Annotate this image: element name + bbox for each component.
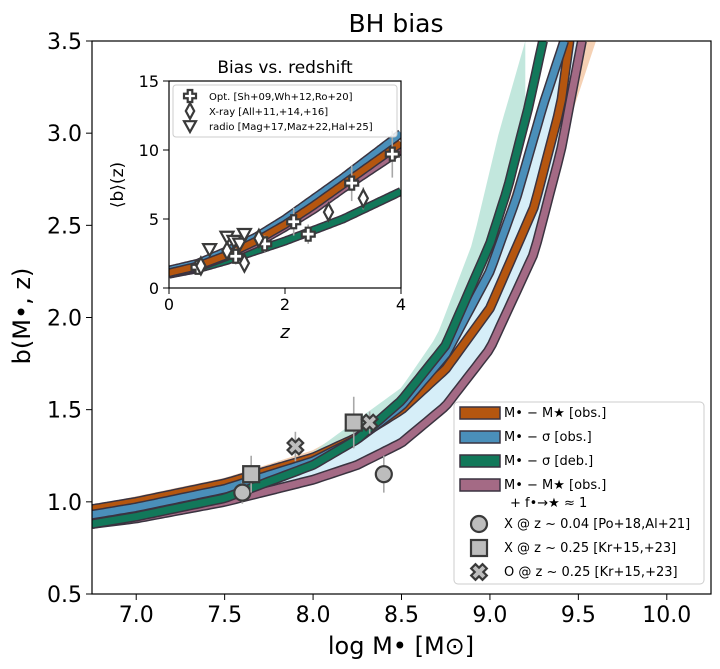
point-inset-1-1	[221, 239, 233, 262]
inset-legend-label-0: Opt. [Sh+09,Wh+12,Ro+20]	[209, 92, 353, 103]
xtick-label-main-2: 8.0	[296, 603, 331, 628]
xtick-label-main-4: 9.0	[472, 603, 507, 628]
legend-label-5: X @ z ~ 0.25 [Kr+15,+23]	[504, 541, 676, 556]
series-main-2	[92, 41, 548, 529]
ytick-label-main-6: 3.5	[47, 30, 82, 55]
ytick-label-main-2: 1.5	[47, 399, 82, 424]
point-main-1-0	[242, 465, 261, 484]
legend-swatch-3	[459, 478, 501, 492]
point-inset-0-4	[300, 226, 316, 242]
inset-title: Bias vs. redshift	[217, 58, 353, 78]
ytick-label-inset-2: 10	[139, 141, 159, 160]
inset-ylabel: ⟨b⟩(z)	[108, 162, 128, 208]
xtick-label-main-3: 8.5	[384, 603, 419, 628]
point-main-2-1	[360, 413, 380, 432]
main-data	[92, 41, 596, 529]
inset-legend-label-2: radio [Mag+17,Maz+22,Hal+25]	[209, 122, 373, 133]
point-main-0-0	[233, 483, 252, 502]
series-inset-1	[169, 139, 401, 278]
legend-swatch-0	[459, 406, 501, 420]
ytick-label-main-3: 2.0	[47, 306, 82, 331]
xtick-label-main-6: 10.0	[642, 603, 691, 628]
point-main-2-0	[286, 437, 305, 456]
inset-legend: Opt. [Sh+09,Wh+12,Ro+20] X-ray [All+11,+1…	[172, 84, 398, 138]
main-legend: M• − M★ [obs.] M• − σ [obs.] M• − σ [deb.]…	[453, 401, 705, 585]
inset-legend-marker-1	[184, 100, 196, 122]
inset-legend-label-1: X-ray [All+11,+14,+16]	[209, 107, 328, 118]
ytick-label-main-0: 0.5	[47, 583, 82, 608]
ytick-label-main-5: 3.0	[47, 122, 82, 147]
legend-frame	[453, 401, 705, 585]
ytick-label-inset-0: 0	[149, 279, 159, 298]
xtick-label-inset-1: 2	[280, 295, 290, 314]
xtick-label-main-1: 7.5	[207, 603, 242, 628]
xtick-label-inset-0: 0	[164, 295, 174, 314]
point-inset-0-3	[286, 214, 302, 230]
legend-swatch-2	[459, 454, 501, 468]
point-inset-2-4	[236, 227, 253, 243]
point-inset-1-2	[238, 252, 251, 274]
series-line-1	[169, 140, 401, 276]
point-inset-1-4	[322, 201, 335, 223]
ytick-label-main-1: 1.0	[47, 491, 82, 516]
point-main-1-1	[344, 413, 363, 432]
xtick-label-inset-2: 4	[396, 295, 406, 314]
main-ylabel: b(M•, z)	[8, 268, 36, 365]
point-inset-2-0	[201, 243, 218, 259]
legend-label-2: M• − σ [deb.]	[504, 454, 593, 469]
inset-legend-frame	[172, 84, 398, 138]
point-inset-0-5	[344, 175, 360, 191]
legend-marker-5	[469, 538, 489, 558]
point-main-0-1	[374, 465, 393, 484]
point-inset-1-5	[357, 187, 370, 210]
main-xlabel: log M• [M⊙]	[328, 632, 474, 660]
ytick-label-inset-3: 15	[139, 72, 159, 91]
legend-marker-6	[469, 562, 489, 582]
xtick-label-main-0: 7.0	[119, 603, 154, 628]
point-inset-2-3	[231, 237, 249, 253]
legend-label-1: M• − σ [obs.]	[504, 430, 592, 445]
point-inset-1-3	[253, 227, 265, 250]
inset-data	[169, 129, 401, 279]
legend-label-6: O @ z ~ 0.25 [Kr+15,+23]	[504, 565, 678, 580]
inset-legend-marker-0	[182, 88, 198, 104]
main-title: BH bias	[348, 9, 443, 38]
point-inset-1-0	[195, 255, 207, 277]
point-inset-0-6	[384, 146, 400, 162]
ytick-label-inset-1: 5	[149, 210, 159, 229]
xtick-label-main-5: 9.5	[561, 603, 596, 628]
ytick-label-main-4: 2.5	[47, 214, 82, 239]
legend-label-3: M• − M★ [obs.]	[504, 478, 606, 493]
inset-xlabel: z	[279, 322, 290, 343]
series-line-2	[92, 41, 547, 528]
legend-marker-4	[469, 514, 489, 534]
legend-label2-3: + f•→★ ≈ 1	[510, 496, 587, 511]
inset-legend-marker-2	[182, 120, 198, 135]
legend-label-0: M• − M★ [obs.]	[504, 406, 606, 421]
legend-label-4: X @ z ~ 0.04 [Po+18,Al+21]	[504, 517, 690, 532]
legend-swatch-1	[459, 430, 501, 444]
